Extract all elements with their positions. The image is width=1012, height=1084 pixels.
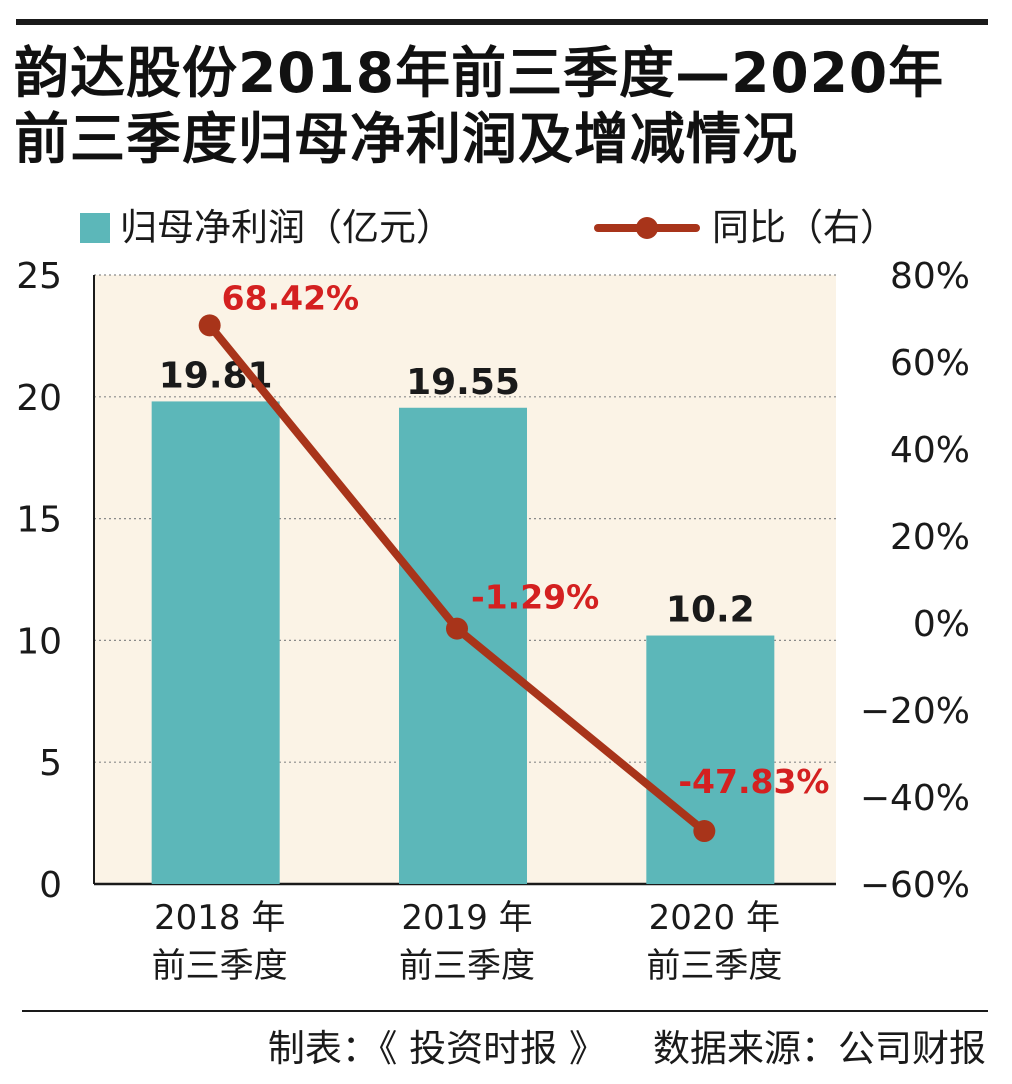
- bar: [399, 407, 527, 884]
- bar: [646, 635, 775, 884]
- bar-value-label: 10.2: [666, 590, 755, 631]
- y-left-tick-label: 15: [16, 500, 62, 541]
- yoy-value-label: -47.83%: [678, 762, 829, 801]
- y-right-tick-label: 0%: [913, 604, 970, 645]
- legend-bar-label: 归母净利润（亿元）: [120, 206, 453, 249]
- x-category-label: 前三季度: [646, 946, 782, 986]
- chart-title: 韵达股份2018年前三季度—2020年 前三季度归母净利润及增减情况: [14, 40, 994, 172]
- y-right-tick-label: 80%: [890, 256, 970, 297]
- y-left-tick-label: 0: [39, 865, 62, 906]
- data-source-note: 数据来源：公司财报: [653, 1027, 986, 1070]
- y-right-tick-label: 60%: [890, 343, 970, 384]
- x-category-label: 2019 年: [401, 898, 532, 938]
- legend-line-label: 同比（右）: [712, 206, 897, 249]
- yoy-point: [198, 314, 221, 337]
- bottom-rule: [22, 1010, 988, 1012]
- yoy-value-label: 68.42%: [222, 278, 359, 317]
- y-left-tick-label: 20: [16, 378, 62, 419]
- bar: [151, 401, 280, 884]
- y-right-tick-label: −60%: [860, 865, 970, 906]
- y-right-tick-label: −40%: [860, 778, 970, 819]
- x-category-label: 前三季度: [399, 946, 535, 986]
- chart-title-line-2: 前三季度归母净利润及增减情况: [14, 107, 799, 171]
- y-right-tick-label: −20%: [860, 691, 970, 732]
- yoy-point: [693, 820, 716, 843]
- maker-note: 制表：《 投资时报 》: [267, 1027, 606, 1070]
- top-rule: [16, 19, 988, 25]
- chart-title-line-1: 韵达股份2018年前三季度—2020年: [14, 41, 945, 105]
- legend: 归母净利润（亿元） 同比（右）: [80, 205, 980, 255]
- x-category-label: 2018 年: [154, 898, 285, 938]
- y-right-tick-label: 20%: [890, 517, 970, 558]
- x-category-label: 2020 年: [649, 898, 780, 938]
- legend-bar-swatch: [80, 213, 110, 243]
- yoy-point: [446, 617, 468, 640]
- bar-value-label: 19.55: [406, 362, 520, 403]
- y-left-tick-label: 5: [39, 743, 62, 784]
- y-left-tick-label: 10: [16, 621, 62, 662]
- y-left-tick-label: 25: [16, 256, 62, 297]
- x-category-label: 前三季度: [152, 946, 288, 986]
- legend-line-swatch: [594, 217, 700, 239]
- y-right-tick-label: 40%: [890, 430, 970, 471]
- source-note: 制表：《 投资时报 》 数据来源：公司财报: [268, 1024, 986, 1074]
- yoy-value-label: -1.29%: [471, 578, 599, 617]
